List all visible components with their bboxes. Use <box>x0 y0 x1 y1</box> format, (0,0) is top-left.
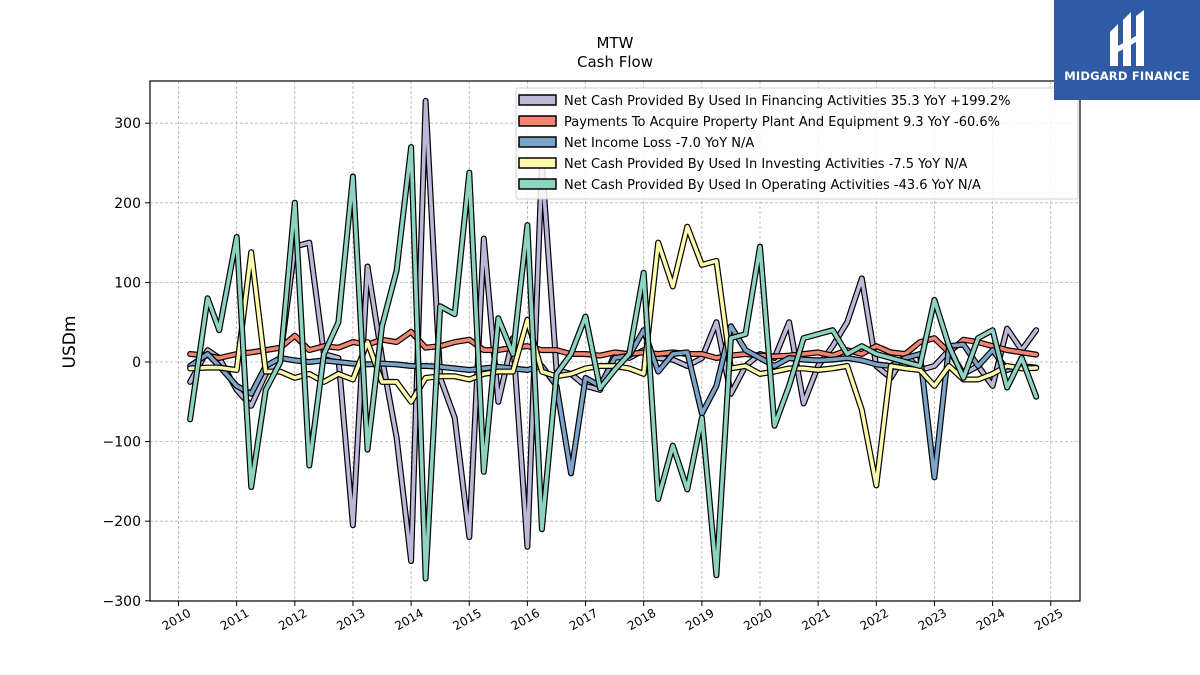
x-tick-label: 2025 <box>1032 606 1065 633</box>
legend-swatch <box>518 94 557 106</box>
legend-swatch <box>518 157 557 169</box>
legend-label: Payments To Acquire Property Plant And E… <box>564 115 1000 130</box>
x-tick-label: 2012 <box>276 606 309 633</box>
x-tick-label: 2019 <box>683 606 716 633</box>
x-tick-label: 2015 <box>451 606 484 633</box>
chart-title: MTW <box>597 34 634 52</box>
x-tick-label: 2024 <box>974 606 1007 633</box>
legend: Net Cash Provided By Used In Financing A… <box>515 87 1079 200</box>
x-tick-label: 2018 <box>625 606 658 633</box>
legend-label: Net Cash Provided By Used In Operating A… <box>564 178 981 193</box>
plot-frame <box>149 80 1081 602</box>
brand-logo: MIDGARD FINANCE <box>1054 0 1200 100</box>
legend-label: Net Cash Provided By Used In Investing A… <box>564 157 967 172</box>
x-tick-label: 2017 <box>567 606 600 633</box>
chart-subtitle: Cash Flow <box>577 53 653 71</box>
x-tick-label: 2010 <box>160 606 193 633</box>
series-lines <box>187 97 1040 582</box>
legend-label: Net Income Loss -7.0 YoY N/A <box>564 136 754 151</box>
x-tick-label: 2020 <box>741 606 774 633</box>
series-stroke <box>188 324 1038 480</box>
legend-swatch <box>518 136 557 148</box>
x-tick-label: 2014 <box>392 606 425 633</box>
x-tick-label: 2021 <box>799 606 832 633</box>
legend-swatch <box>518 178 557 190</box>
series-line-2 <box>187 323 1040 481</box>
y-tick-label: 100 <box>114 275 141 291</box>
series-line-1 <box>187 328 1040 361</box>
legend-label: Net Cash Provided By Used In Financing A… <box>564 94 1011 109</box>
x-tick-label: 2022 <box>858 606 891 633</box>
series-line-4 <box>187 144 1040 582</box>
series-stroke <box>188 145 1038 581</box>
series-stroke <box>188 329 1038 360</box>
x-tick-label: 2013 <box>334 606 367 633</box>
x-tick-label: 2011 <box>218 606 251 633</box>
y-tick-label: −300 <box>103 594 141 610</box>
legend-swatch <box>518 115 557 127</box>
x-tick-label: 2016 <box>509 606 542 633</box>
brand-name: MIDGARD FINANCE <box>1064 69 1190 83</box>
y-tick-label: 0 <box>132 355 141 371</box>
legend-box <box>515 87 1079 200</box>
y-tick-label: −100 <box>103 435 141 451</box>
midgard-logo-icon <box>1110 10 1144 66</box>
y-tick-label: −200 <box>103 514 141 530</box>
y-axis-label: USDm <box>60 316 80 369</box>
y-tick-label: 200 <box>114 196 141 212</box>
x-tick-label: 2023 <box>916 606 949 633</box>
y-tick-label: 300 <box>114 116 141 132</box>
